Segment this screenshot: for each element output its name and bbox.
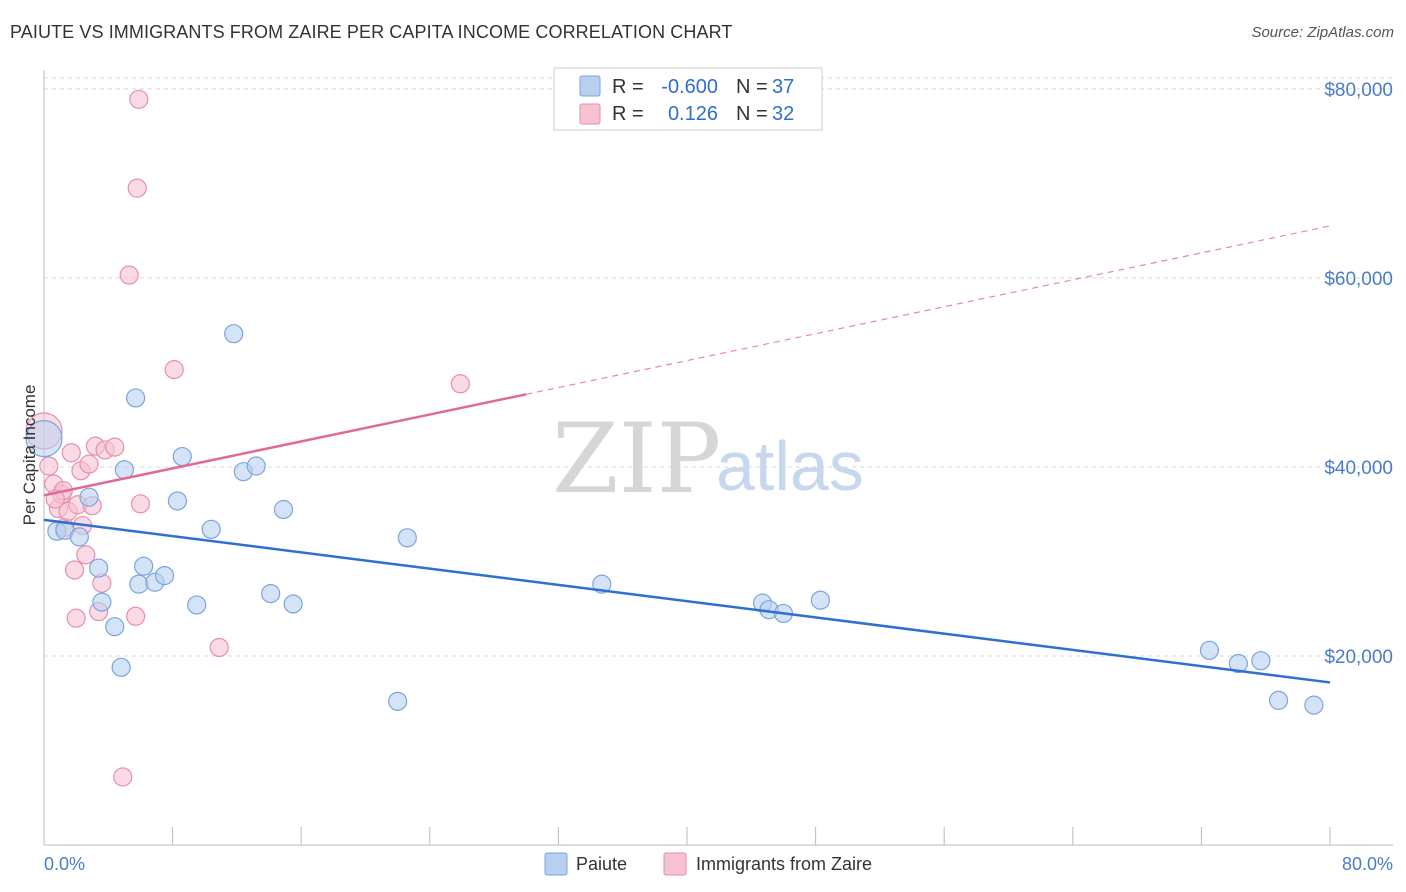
paiute-point-8: [111, 657, 131, 677]
series-paiute: [25, 324, 1324, 715]
stats-swatch-pink: [579, 103, 601, 125]
paiute-point-22: [261, 583, 281, 604]
zaire-point-21: [119, 265, 139, 285]
zaire-point-13: [79, 454, 99, 474]
legend-swatch-paiute: [544, 852, 568, 876]
zaire-trend-line-extension: [526, 225, 1331, 395]
stats-n-value-1: 37: [772, 76, 794, 98]
zaire-point-23: [127, 178, 147, 198]
legend: Paiute Immigrants from Zaire: [544, 852, 872, 876]
paiute-point-24: [283, 594, 303, 614]
zaire-point-26: [164, 360, 184, 380]
paiute-point-0: [25, 419, 63, 458]
zaire-point-9: [66, 608, 86, 628]
paiute-point-6: [92, 592, 112, 612]
stats-r-value-1: -0.600: [661, 76, 718, 98]
y-axis-title: Per Capita Income: [20, 385, 39, 526]
paiute-point-25: [388, 691, 408, 711]
paiute-point-35: [1268, 690, 1289, 710]
paiute-point-7: [105, 617, 125, 637]
watermark-atlas: atlas: [716, 427, 864, 505]
stats-r-label-2: R =: [612, 103, 644, 125]
stats-box: R = -0.600 N = 37 R = 0.126 N = 32: [553, 67, 823, 131]
paiute-point-36: [1304, 695, 1324, 715]
legend-label-paiute: Paiute: [576, 854, 627, 874]
zaire-point-24: [129, 89, 149, 109]
paiute-point-15: [167, 491, 188, 511]
stats-swatch-blue: [579, 75, 601, 97]
y-tick-label-1: $40,000: [1324, 458, 1393, 479]
zaire-trend-line: [43, 393, 527, 497]
y-tick-label-2: $60,000: [1324, 269, 1393, 290]
paiute-point-34: [1251, 651, 1271, 671]
zaire-point-27: [209, 637, 229, 658]
paiute-point-14: [154, 566, 175, 586]
zaire-point-20: [113, 767, 133, 787]
zaire-point-28: [450, 374, 470, 394]
y-tick-labels: $20,000 $40,000 $60,000 $80,000: [1324, 80, 1393, 668]
paiute-point-32: [1199, 640, 1220, 660]
paiute-point-4: [79, 487, 99, 507]
trend-lines: [43, 225, 1331, 684]
zaire-point-25: [130, 494, 151, 514]
zaire-point-22: [126, 606, 146, 626]
zaire-point-1: [39, 456, 59, 476]
paiute-point-19: [224, 324, 244, 344]
paiute-point-11: [129, 574, 149, 594]
x-tick-max: 80.0%: [1342, 854, 1393, 874]
paiute-point-31: [810, 590, 831, 610]
zaire-point-12: [76, 545, 96, 565]
paiute-point-3: [69, 527, 89, 547]
paiute-point-12: [134, 556, 154, 576]
zaire-point-8: [64, 560, 85, 580]
paiute-point-21: [246, 456, 266, 476]
paiute-point-5: [89, 558, 109, 578]
stats-n-label-1: N =: [736, 76, 768, 98]
stats-r-label-1: R =: [612, 76, 644, 98]
series-immigrants-from-zaire: [25, 89, 470, 787]
paiute-point-26: [397, 528, 417, 548]
paiute-point-10: [126, 388, 146, 408]
x-tick-min: 0.0%: [44, 854, 85, 874]
paiute-point-33: [1228, 653, 1248, 674]
paiute-point-18: [201, 519, 221, 539]
zaire-point-7: [61, 443, 81, 463]
stats-n-label-2: N =: [736, 103, 768, 125]
chart-title: PAIUTE VS IMMIGRANTS FROM ZAIRE PER CAPI…: [10, 22, 733, 42]
legend-swatch-zaire: [663, 852, 687, 876]
y-tick-label-3: $80,000: [1324, 80, 1393, 101]
legend-label-zaire: Immigrants from Zaire: [696, 854, 872, 874]
paiute-point-16: [172, 446, 192, 467]
paiute-point-23: [273, 499, 294, 520]
paiute-point-17: [187, 595, 207, 615]
watermark-zip: ZIP: [552, 403, 721, 515]
paiute-trend-line: [43, 518, 1331, 684]
source-note: Source: ZipAtlas.com: [1251, 24, 1394, 41]
watermark: ZIP atlas: [552, 403, 864, 515]
y-tick-label-0: $20,000: [1324, 647, 1393, 668]
stats-n-value-2: 32: [772, 103, 794, 125]
stats-r-value-2: 0.126: [668, 103, 718, 125]
zaire-point-19: [105, 437, 125, 457]
grid-lines: [44, 77, 1393, 657]
axes: [43, 70, 1393, 846]
